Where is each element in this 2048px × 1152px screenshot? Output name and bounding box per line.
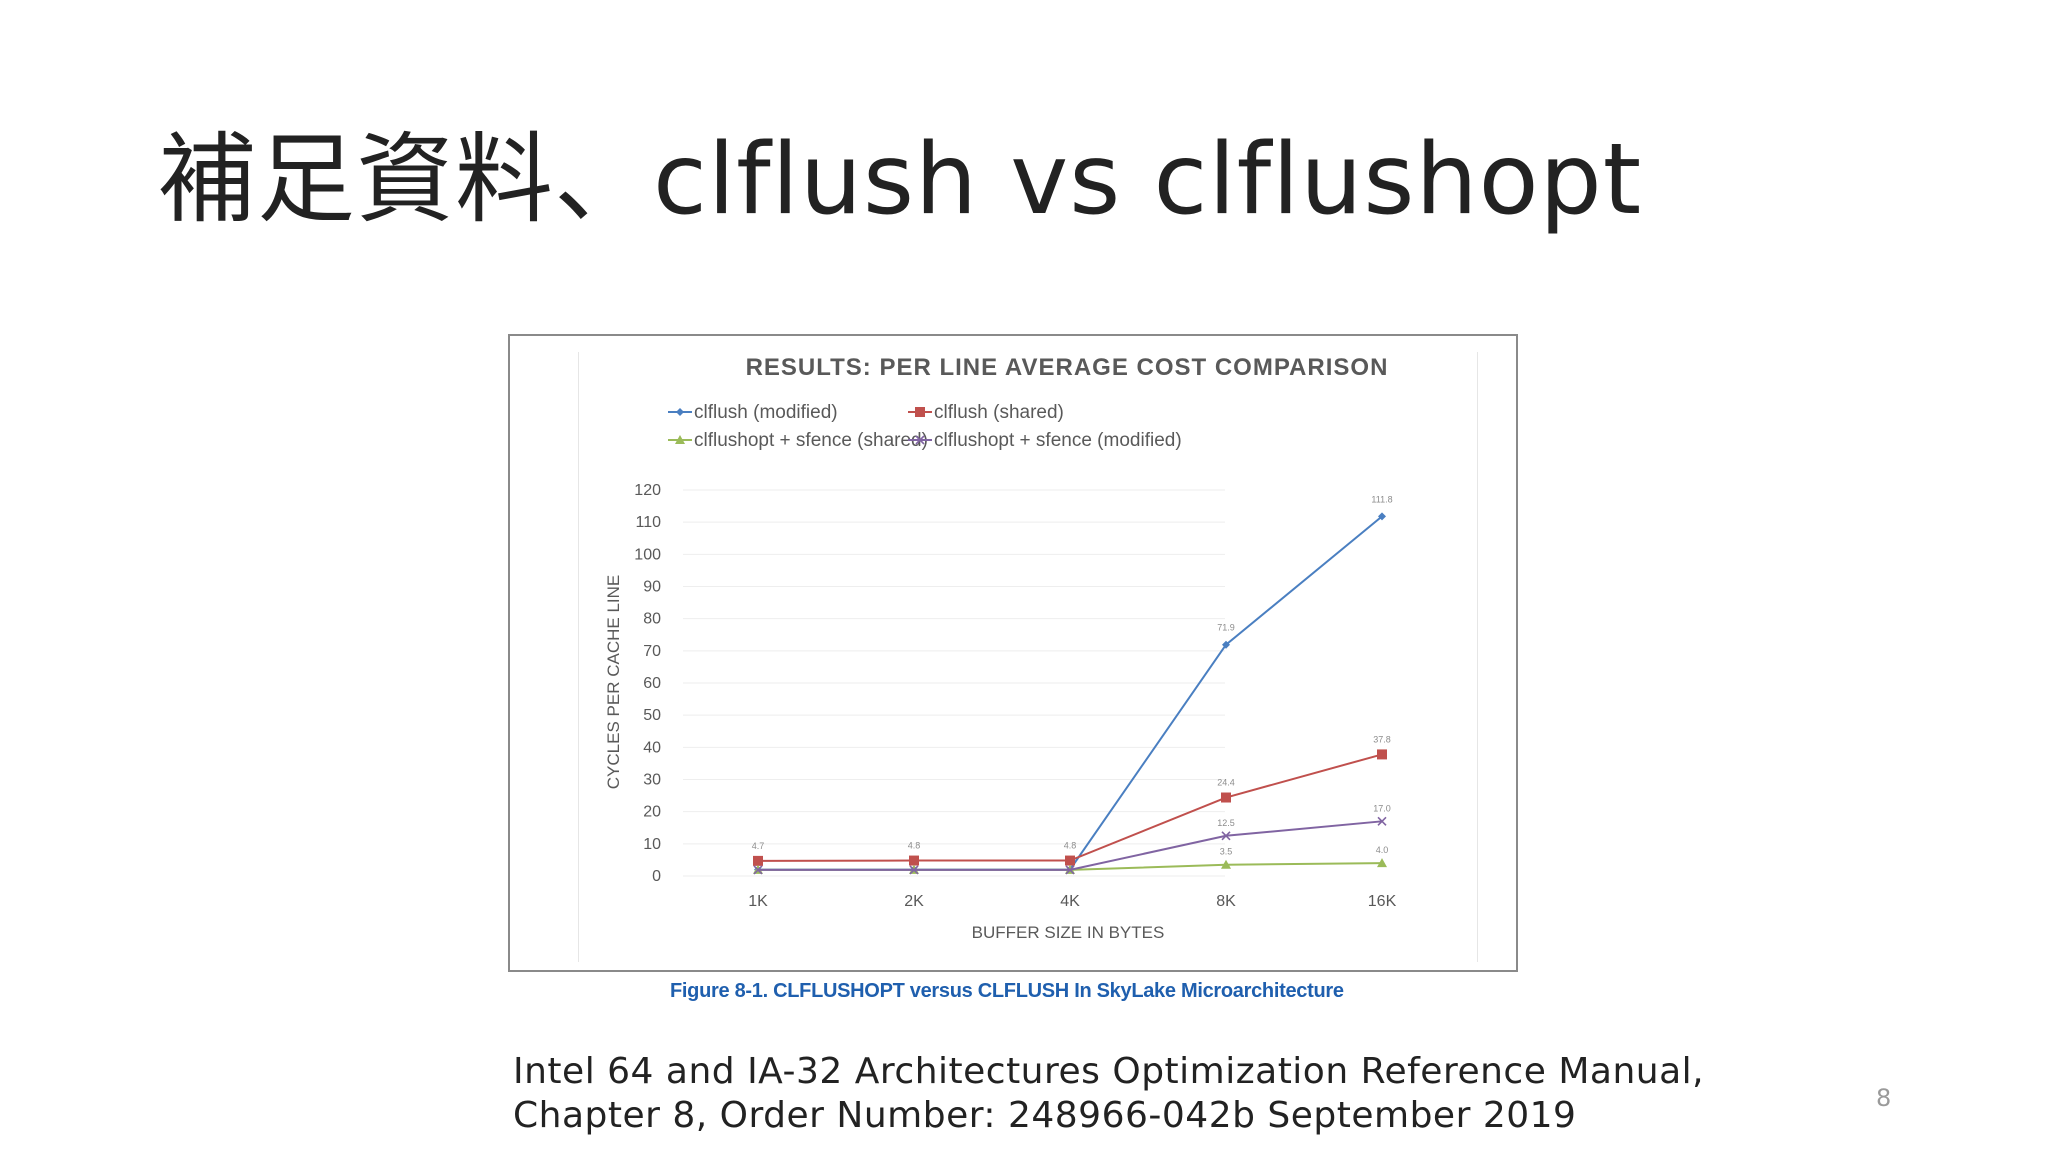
data-point-stroke	[1221, 831, 1231, 841]
y-tick-label: 30	[643, 772, 661, 789]
y-tick-label: 70	[643, 643, 661, 660]
y-tick-label: 10	[643, 836, 661, 853]
legend-label: clflushopt + sfence (modified)	[934, 430, 1182, 451]
data-label: 37.8	[1373, 734, 1391, 744]
page-number: 8	[1876, 1084, 1892, 1112]
data-point	[753, 865, 763, 875]
series-clflush-modified-: 71.9 111.8	[754, 494, 1393, 874]
x-tick-label: 2K	[904, 893, 924, 910]
data-label: 12.5	[1217, 818, 1235, 828]
legend-label: clflush (shared)	[934, 402, 1064, 423]
data-point-stroke	[909, 865, 919, 875]
series-line	[758, 515, 1383, 871]
data-label: 24.4	[1217, 778, 1235, 788]
y-axis-label: CYCLES PER CACHE LINE	[604, 575, 623, 789]
x-tick-label: 8K	[1216, 893, 1236, 910]
legend-label: clflush (modified)	[694, 402, 838, 423]
slide-title: 補足資料、clflush vs clflushopt	[158, 123, 1643, 237]
data-point	[909, 855, 919, 866]
data-label: 4.7	[752, 841, 765, 851]
legend-item: clflushopt + sfence (shared)	[668, 430, 928, 451]
series-clflush-shared-: 4.7 4.8 4.8 24.4 37.8	[752, 734, 1391, 866]
x-axis-ticks: 1K 2K 4K 8K 16K	[748, 893, 1396, 910]
y-axis-ticks: 0 10 20 30 40 50 60 70 80 90 100 110 120	[634, 482, 661, 885]
data-label: 4.8	[1064, 841, 1077, 851]
data-label: 111.8	[1371, 494, 1392, 504]
data-point	[753, 855, 763, 866]
data-label: 4.0	[1376, 845, 1389, 855]
data-point-stroke	[753, 865, 763, 875]
data-point	[1065, 865, 1075, 875]
reference-line-1: Intel 64 and IA-32 Architectures Optimiz…	[513, 1051, 1705, 1092]
x-tick-label: 1K	[748, 893, 768, 910]
legend-item: clflushopt + sfence (modified)	[908, 430, 1182, 451]
data-label: 71.9	[1217, 623, 1235, 633]
data-point	[1377, 858, 1387, 868]
y-tick-label: 120	[634, 482, 661, 499]
y-tick-label: 20	[643, 804, 661, 821]
data-label: 4.8	[908, 841, 921, 851]
data-point	[1221, 792, 1231, 803]
reference-citation: Intel 64 and IA-32 Architectures Optimiz…	[513, 1050, 1704, 1138]
figure-inner-border	[578, 352, 1478, 962]
series-clflushopt-sfence-modified-: 12.5 17.0	[753, 803, 1391, 875]
data-point	[1222, 640, 1230, 649]
data-point-stroke	[1377, 816, 1387, 826]
y-tick-label: 40	[643, 739, 661, 756]
legend-item: clflush (shared)	[908, 402, 1064, 423]
data-point	[1378, 512, 1386, 521]
y-tick-label: 110	[635, 514, 661, 531]
y-tick-label: 90	[643, 579, 661, 596]
y-tick-label: 0	[652, 868, 661, 885]
data-label: 3.5	[1220, 847, 1233, 857]
y-tick-label: 50	[643, 707, 661, 724]
y-tick-label: 60	[643, 675, 661, 692]
y-tick-label: 80	[643, 611, 661, 628]
chart-grid	[683, 489, 1225, 877]
data-point	[1377, 749, 1387, 760]
data-point	[915, 407, 925, 417]
reference-line-2: Chapter 8, Order Number: 248966-042b Sep…	[513, 1095, 1577, 1136]
data-point-stroke	[915, 435, 925, 445]
y-tick-label: 100	[634, 546, 661, 563]
chart-legend: clflush (modified) clflush (shared) clflus…	[668, 402, 1182, 451]
data-point	[676, 408, 684, 416]
data-point	[915, 435, 925, 445]
data-label: 17.0	[1373, 803, 1391, 813]
x-tick-label: 16K	[1368, 893, 1397, 910]
data-point	[675, 435, 685, 444]
line-chart: RESULTS: PER LINE AVERAGE COST COMPARISO…	[604, 354, 1397, 942]
data-point	[1065, 855, 1075, 866]
x-axis-label: BUFFER SIZE IN BYTES	[972, 923, 1165, 942]
data-point	[1221, 859, 1231, 869]
legend-item: clflush (modified)	[668, 402, 838, 423]
data-point-stroke	[1065, 865, 1075, 875]
data-point	[1221, 831, 1231, 841]
legend-label: clflushopt + sfence (shared)	[694, 430, 928, 451]
figure-caption: Figure 8-1. CLFLUSHOPT versus CLFLUSH In…	[670, 980, 1344, 1002]
chart-title: RESULTS: PER LINE AVERAGE COST COMPARISO…	[746, 354, 1389, 381]
data-point	[909, 865, 919, 875]
x-tick-label: 4K	[1060, 893, 1080, 910]
chart-series: 71.9 111.8 4.7 4.8 4.8 24.4 37.8 3.5 4.0 12.5 17.0	[752, 494, 1393, 875]
data-point	[1377, 816, 1387, 826]
